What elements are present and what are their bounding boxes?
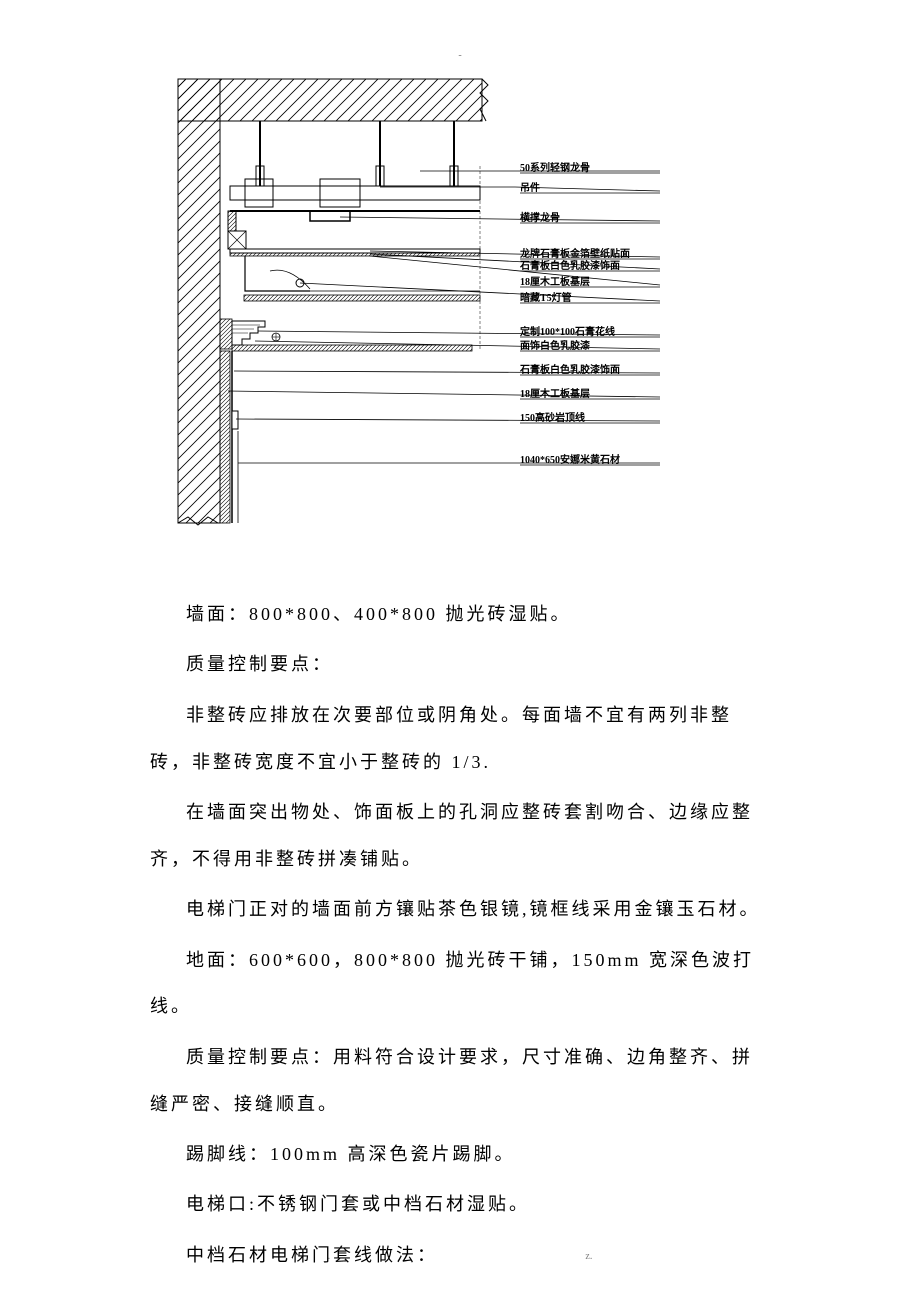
page-header-mark: - <box>100 50 820 61</box>
label-gypsum-gold: 龙牌石膏板金箔壁纸贴面 <box>519 247 630 260</box>
label-wall-gypsum: 石膏板白色乳胶漆饰面 <box>519 363 620 376</box>
label-crown-paint: 面饰白色乳胶漆 <box>520 339 590 352</box>
label-stone-panel: 1040*650安娜米黄石材 <box>520 453 620 466</box>
paragraph-wall: 墙面：800*800、400*800 抛光砖湿贴。 <box>150 591 770 638</box>
label-wall-plywood: 18厘木工板基层 <box>520 387 590 400</box>
paragraph-qc-title: 质量控制要点： <box>150 641 770 688</box>
label-cross: 横撑龙骨 <box>520 211 560 224</box>
footer-right-mark: z. <box>585 1251 592 1262</box>
label-plywood18: 18厘木工板基层 <box>520 275 590 288</box>
paragraph-skirting: 踢脚线：100mm 高深色瓷片踢脚。 <box>150 1131 770 1178</box>
paragraph-protrusion: 在墙面突出物处、饰面板上的孔洞应整砖套割吻合、边缘应整齐，不得用非整砖拼凑铺贴。 <box>150 789 770 883</box>
technical-diagram: 50系列轻钢龙骨 吊件 横撑龙骨 龙牌石膏板金箔壁纸贴面 石膏板白色乳胶漆饰面 … <box>170 71 750 531</box>
label-gypsum-white: 石膏板白色乳胶漆饰面 <box>519 259 620 272</box>
label-crown-mold: 定制100*100石膏花线 <box>520 325 615 338</box>
paragraph-floor: 地面：600*600，800*800 抛光砖干铺，150mm 宽深色波打线。 <box>150 937 770 1031</box>
label-sandstone: 150高砂岩顶线 <box>520 411 585 424</box>
paragraph-mirror: 电梯门正对的墙面前方镶贴茶色银镜,镜框线采用金镶玉石材。 <box>150 886 770 933</box>
paragraph-elevator: 电梯口:不锈钢门套或中档石材湿贴。 <box>150 1181 770 1228</box>
paragraph-qc-floor: 质量控制要点：用料符合设计要求，尺寸准确、边角整齐、拼缝严密、接缝顺直。 <box>150 1034 770 1128</box>
label-keel: 50系列轻钢龙骨 <box>520 161 590 174</box>
label-hanger: 吊件 <box>520 181 540 194</box>
section-drawing-svg: 50系列轻钢龙骨 吊件 横撑龙骨 龙牌石膏板金箔壁纸贴面 石膏板白色乳胶漆饰面 … <box>170 71 750 531</box>
paragraph-tile-rule: 非整砖应排放在次要部位或阴角处。每面墙不宜有两列非整砖，非整砖宽度不宜小于整砖的… <box>150 692 770 786</box>
footer-left-mark: . <box>328 1251 331 1262</box>
page-footer: . z. <box>0 1251 920 1262</box>
body-text: 墙面：800*800、400*800 抛光砖湿贴。 质量控制要点： 非整砖应排放… <box>100 591 820 1279</box>
label-t5: 暗藏T5灯管 <box>520 291 572 304</box>
